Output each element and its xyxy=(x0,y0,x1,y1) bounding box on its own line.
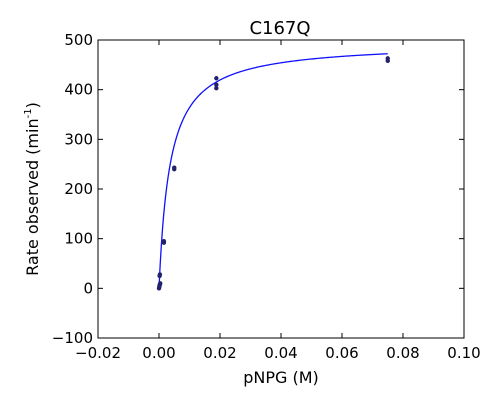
x-tick-label: 0.00 xyxy=(142,344,175,362)
y-axis-label-end: ) xyxy=(23,102,42,108)
y-axis-label-main: Rate observed (min xyxy=(23,118,42,275)
x-tick-label: −0.02 xyxy=(75,344,121,362)
plot-area xyxy=(156,53,390,291)
x-axis-label: pNPG (M) xyxy=(243,368,319,387)
y-tick-label: 300 xyxy=(64,130,93,148)
data-point xyxy=(157,272,163,277)
plot-frame xyxy=(97,39,465,339)
fit-curve xyxy=(158,53,388,289)
x-tick-label: 0.10 xyxy=(447,344,480,362)
axis-ticks: −0.02 0.00 0.02 0.04 0.06 0.08 0.10 −100 0 100 200… xyxy=(52,31,481,362)
x-tick-label: 0.04 xyxy=(264,344,297,362)
y-axis-label-superscript: -1 xyxy=(23,108,34,118)
y-tick-label: 100 xyxy=(64,230,93,248)
x-tick-label: 0.08 xyxy=(386,344,419,362)
y-tick-label: 200 xyxy=(64,180,93,198)
y-tick-label: 500 xyxy=(64,31,93,49)
y-tick-label: 0 xyxy=(83,279,93,297)
x-tick-label: 0.02 xyxy=(203,344,236,362)
data-point xyxy=(214,76,219,81)
data-point xyxy=(385,56,390,61)
data-point xyxy=(158,281,163,286)
y-axis-label: Rate observed (min-1) xyxy=(23,102,42,276)
x-tick-label: 0.06 xyxy=(325,344,358,362)
data-point xyxy=(214,85,219,91)
data-point xyxy=(161,238,167,244)
data-point xyxy=(172,165,177,170)
data-point xyxy=(214,82,219,87)
y-tick-label: 400 xyxy=(64,81,93,99)
chart-title: C167Q xyxy=(249,18,310,39)
y-tick-label: −100 xyxy=(52,329,93,347)
